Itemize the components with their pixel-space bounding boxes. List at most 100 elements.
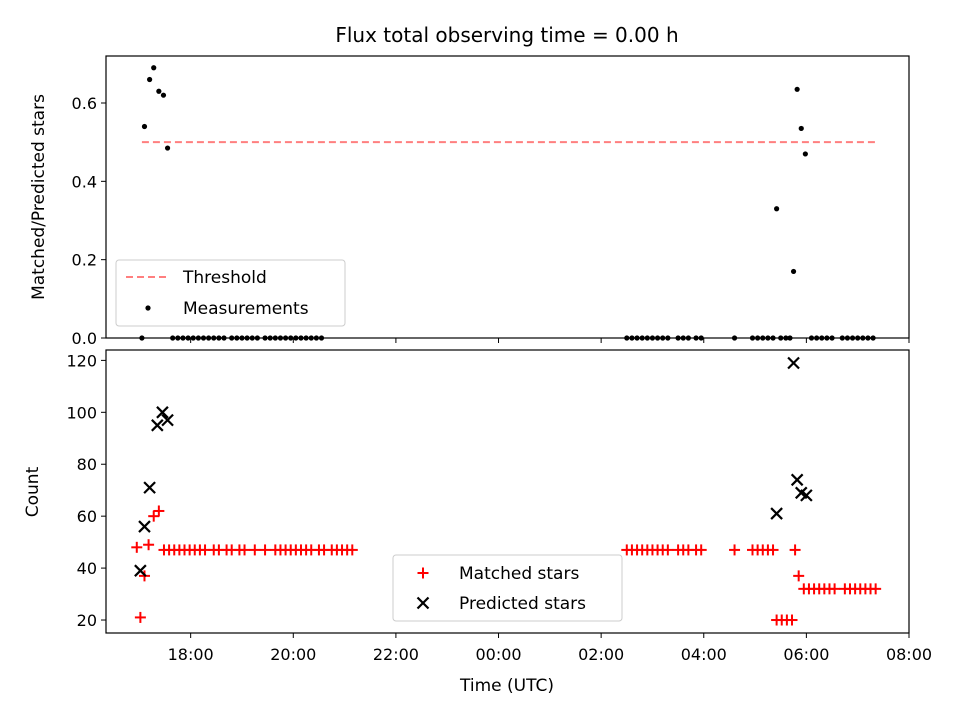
legend-predicted-label: Predicted stars	[459, 594, 586, 614]
measurement-point	[277, 335, 284, 341]
measurement-point	[829, 335, 835, 341]
top-y-tick-label: 0.0	[72, 329, 97, 348]
top-y-axis-label: Matched/Predicted stars	[29, 94, 49, 300]
matched-star-point	[346, 544, 358, 556]
matched-star-point	[793, 570, 805, 582]
measurement-point	[693, 335, 699, 341]
chart-title: Flux total observing time = 0.00 h	[335, 23, 678, 47]
measurement-point	[139, 335, 145, 341]
matched-star-point	[249, 544, 261, 556]
top-legend: Threshold Measurements	[115, 259, 346, 327]
measurement-point	[665, 335, 671, 341]
bottom-y-tick-label: 120	[66, 351, 97, 370]
measurement-point	[844, 335, 851, 341]
measurement-point	[778, 335, 784, 341]
measurement-point	[272, 335, 278, 341]
measurement-point	[787, 335, 793, 341]
predicted-star-point	[156, 406, 169, 419]
measurement-point	[298, 335, 304, 341]
measurement-point	[783, 335, 789, 341]
measurement-point	[870, 335, 876, 341]
bottom-panel: 20 40 60 80 100 120 18:00 20:00 22:00 00:00 02:00…	[23, 349, 932, 696]
legend-threshold-label: Threshold	[182, 268, 267, 288]
measurement-point	[262, 335, 268, 341]
measurement-point	[156, 88, 162, 94]
bottom-y-axis: 20 40 60 80 100 120	[66, 351, 106, 630]
measurement-point	[308, 335, 314, 341]
measurement-point	[313, 335, 319, 341]
measurement-point	[282, 335, 289, 341]
predicted-star-point	[143, 481, 156, 494]
measurement-point	[624, 335, 630, 341]
legend-matched-swatch	[417, 567, 429, 579]
measurement-point	[698, 335, 704, 341]
bottom-plot-frame	[105, 349, 910, 634]
measurement-point	[318, 335, 325, 341]
matched-star-point	[870, 583, 882, 595]
matched-star-point	[239, 544, 251, 556]
predicted-star-point	[151, 419, 164, 432]
measurement-point	[211, 335, 217, 341]
bottom-x-tick-label: 08:00	[886, 645, 932, 664]
measurement-point	[151, 65, 157, 71]
bottom-x-tick-label: 04:00	[681, 645, 727, 664]
measurement-point	[634, 335, 640, 341]
measurement-point	[303, 335, 309, 341]
predicted-star-point	[138, 520, 151, 533]
bottom-x-tick-label: 20:00	[270, 645, 316, 664]
legend-measurements-swatch	[145, 305, 151, 311]
measurement-point	[180, 335, 186, 341]
top-y-tick-label: 0.4	[72, 172, 97, 191]
measurement-point	[802, 151, 808, 157]
legend-matched-label: Matched stars	[459, 564, 579, 584]
measurement-point	[865, 335, 871, 341]
bottom-x-tick-label: 22:00	[373, 645, 419, 664]
measurement-point	[175, 335, 181, 341]
predicted-star-point	[770, 507, 783, 520]
matched-star-point	[786, 614, 798, 626]
matched-star-point	[695, 544, 707, 556]
matched-star-point	[789, 544, 801, 556]
top-plot-frame	[105, 55, 910, 339]
matched-star-point	[143, 539, 155, 551]
top-y-tick-label: 0.2	[72, 251, 97, 270]
top-y-tick-label: 0.6	[72, 94, 97, 113]
legend-measurements-label: Measurements	[183, 299, 309, 319]
measurement-point	[774, 206, 780, 212]
measurement-point	[644, 335, 650, 341]
bottom-y-tick-label: 60	[77, 507, 97, 526]
x-axis-label: Time (UTC)	[459, 676, 554, 696]
measurement-point	[195, 335, 201, 341]
measurement-point	[808, 335, 815, 341]
measurement-point	[814, 335, 820, 341]
matched-star-point	[134, 611, 146, 623]
predicted-star-point	[134, 564, 147, 577]
measurement-point	[254, 335, 260, 341]
measurement-point	[765, 335, 771, 341]
bottom-x-tick-label: 18:00	[168, 645, 214, 664]
measurement-point	[216, 335, 222, 341]
bottom-legend-box	[392, 554, 623, 622]
measurement-point	[790, 268, 797, 275]
measurement-point	[760, 335, 766, 341]
bottom-x-tick-label: 02:00	[578, 645, 624, 664]
predicted-star-point	[161, 413, 174, 427]
measurement-point	[660, 335, 666, 341]
top-legend-box	[115, 259, 346, 327]
measurement-point	[170, 335, 176, 341]
top-x-ticks	[190, 338, 910, 343]
measurement-point	[675, 335, 681, 341]
matched-star-point	[148, 510, 160, 522]
matched-star-point	[729, 544, 741, 556]
measurement-point	[200, 335, 207, 341]
measurement-point	[244, 335, 250, 341]
measurement-point	[794, 86, 800, 92]
measurement-point	[206, 335, 212, 341]
measurement-point	[654, 335, 661, 341]
measurement-point	[293, 335, 299, 341]
bottom-x-tick-label: 06:00	[783, 645, 829, 664]
bottom-y-axis-label: Count	[23, 466, 43, 517]
measurement-points	[139, 65, 876, 341]
measurement-point	[680, 335, 686, 341]
